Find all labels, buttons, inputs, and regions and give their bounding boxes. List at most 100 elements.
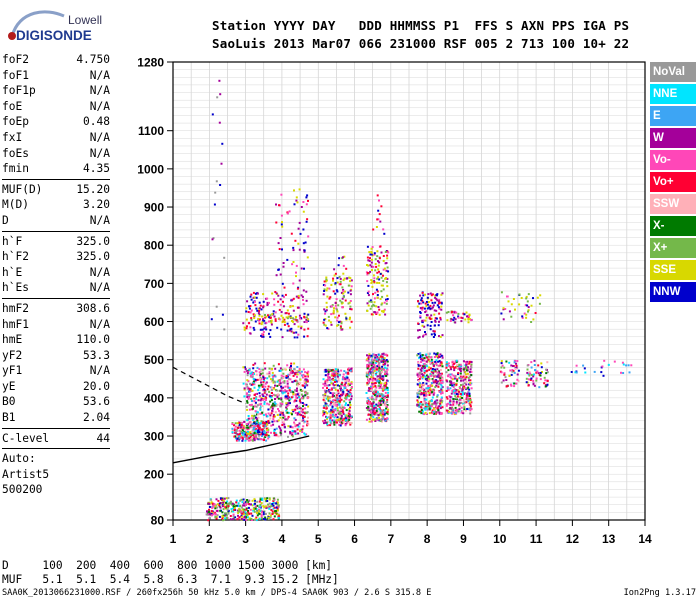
echo-point <box>459 363 462 366</box>
param-label: MUF(D) <box>2 182 43 196</box>
echo-point <box>252 296 255 299</box>
echo-point <box>424 319 427 322</box>
echo-point <box>431 361 434 364</box>
echo-point <box>374 269 377 272</box>
echo-point <box>439 404 442 407</box>
echo-point <box>432 370 435 373</box>
echo-point <box>326 417 328 420</box>
echo-point <box>367 264 370 267</box>
echo-point <box>438 405 441 408</box>
echo-point <box>255 434 258 437</box>
echo-point <box>458 387 461 390</box>
echo-point <box>440 301 443 304</box>
echo-point <box>436 395 439 398</box>
echo-point <box>384 251 387 253</box>
echo-point <box>418 374 421 377</box>
echo-point <box>462 412 465 415</box>
echo-point <box>248 305 250 308</box>
echo-point <box>432 372 435 375</box>
echo-point <box>349 423 352 426</box>
echo-point <box>260 428 263 431</box>
echo-point <box>250 403 253 406</box>
echo-point <box>258 368 261 371</box>
echo-point <box>336 384 339 387</box>
echo-point <box>459 399 462 402</box>
echo-point <box>245 507 248 510</box>
echo-point <box>258 508 260 511</box>
echo-point <box>269 386 272 389</box>
echo-point <box>432 360 435 363</box>
auto-scaler-line3: 500200 <box>2 483 43 497</box>
echo-point <box>252 291 255 294</box>
echo-point <box>423 369 426 372</box>
echo-point <box>468 391 471 394</box>
echo-point <box>326 387 328 390</box>
echo-point <box>349 391 352 394</box>
echo-point <box>282 372 285 375</box>
echo-point <box>291 413 293 416</box>
echo-point <box>266 506 269 509</box>
echo-point <box>469 399 472 402</box>
echo-point <box>243 511 246 514</box>
echo-point <box>283 318 286 321</box>
echo-point <box>298 422 301 425</box>
echo-point <box>300 414 303 417</box>
echo-point <box>546 361 549 364</box>
echo-point <box>293 336 296 339</box>
echo-point <box>245 307 248 310</box>
echo-point <box>243 420 246 423</box>
echo-point <box>326 327 329 330</box>
echo-point <box>469 382 472 384</box>
echo-point <box>326 405 329 408</box>
echo-point <box>386 257 389 260</box>
echo-point <box>446 386 449 389</box>
echo-point <box>253 439 256 442</box>
echo-point <box>439 373 442 376</box>
echo-point <box>339 325 342 328</box>
y-tick-label: 80 <box>151 514 165 528</box>
echo-point <box>330 284 333 286</box>
echo-point <box>421 410 424 413</box>
echo-point <box>379 374 382 377</box>
echo-point <box>257 416 260 419</box>
echo-point <box>273 315 276 318</box>
echo-point <box>465 401 468 404</box>
echo-point <box>251 389 254 392</box>
param-label: foF1 <box>2 68 29 82</box>
echo-point <box>324 404 327 407</box>
echo-point <box>296 413 299 416</box>
echo-point <box>333 410 335 413</box>
echo-point <box>504 308 507 310</box>
echo-point <box>254 401 257 404</box>
echo-point <box>331 304 334 307</box>
echo-point <box>419 385 421 388</box>
echo-point <box>329 416 332 419</box>
echo-point <box>286 375 289 378</box>
echo-point <box>253 421 256 424</box>
echo-point <box>305 203 308 206</box>
echo-point <box>269 317 272 319</box>
echo-point <box>266 372 269 375</box>
echo-point <box>449 366 452 369</box>
echo-point <box>540 366 543 369</box>
echo-point <box>340 321 343 324</box>
echo-point <box>460 367 462 370</box>
echo-point <box>426 377 429 380</box>
echo-point <box>240 510 243 513</box>
echo-point <box>291 408 294 411</box>
echo-point <box>436 411 439 414</box>
echo-point <box>341 394 344 397</box>
echo-point <box>459 392 462 395</box>
echo-point <box>382 268 385 271</box>
echo-point <box>214 191 217 194</box>
echo-point <box>222 499 225 502</box>
echo-point <box>242 366 245 369</box>
echo-point <box>372 407 375 410</box>
echo-point <box>416 372 419 375</box>
echo-point <box>621 361 624 364</box>
param-label: hmE <box>2 333 23 347</box>
echo-point <box>231 502 234 505</box>
echo-point <box>525 316 528 319</box>
echo-point <box>249 431 252 434</box>
echo-point <box>419 393 421 396</box>
